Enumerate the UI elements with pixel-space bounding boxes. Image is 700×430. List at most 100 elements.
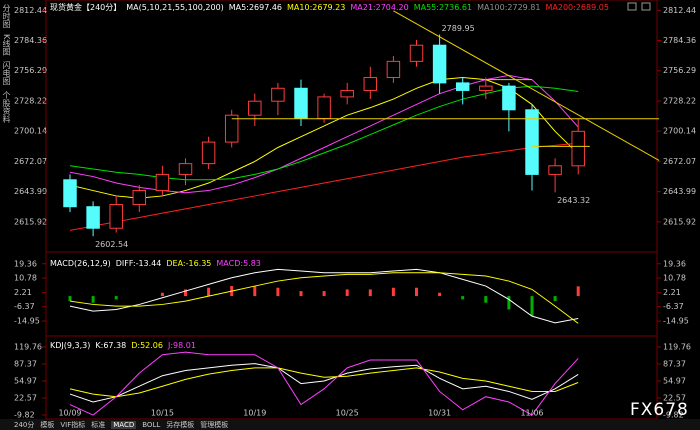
toolbar-button[interactable]: 标准 [91, 420, 106, 429]
candle-body [317, 96, 331, 119]
y-tick-label: 2784.36 [663, 36, 696, 45]
indicator-line [69, 85, 579, 181]
y-tick-label: 22.57 [14, 393, 37, 402]
candle-body [271, 87, 285, 102]
indicator-header: KDJ(9,3,3) K:67.38 D:52.06 J:98.01 [50, 341, 196, 350]
candle-body [548, 165, 562, 175]
x-tick-label: 10/31 [428, 409, 451, 418]
y-tick-label: 19.36 [663, 259, 686, 268]
side-tab[interactable]: 个股资料 [2, 91, 11, 124]
y-tick-label: -6.37 [663, 302, 684, 311]
y-tick-label: 2700.14 [663, 127, 696, 136]
readout: DEA:-16.35 [166, 259, 211, 268]
indicator-line [69, 367, 579, 398]
readout: MACD(26,12,9) [50, 259, 111, 268]
y-tick-label: -6.37 [14, 302, 35, 311]
y-tick-label: 119.76 [14, 342, 42, 351]
logo: FX678 [630, 400, 689, 420]
x-tick-label: 10/15 [151, 409, 174, 418]
readout: KDJ(9,3,3) [50, 341, 90, 350]
x-tick-label: 10/19 [243, 409, 266, 418]
readout: D:52.06 [131, 341, 163, 350]
candle-body [479, 85, 493, 91]
toolbar-button[interactable]: BOLL [142, 420, 161, 429]
y-tick-label: 2.21 [663, 288, 681, 297]
toolbar-button[interactable]: 240分 [14, 420, 35, 429]
toolbar-button[interactable]: 管理模板 [200, 420, 229, 429]
x-tick-label: 10/25 [336, 409, 359, 418]
indicator-line [69, 363, 579, 403]
y-tick-label: 2756.29 [14, 66, 47, 75]
x-tick-label: 11/06 [520, 409, 543, 418]
toolbar-button[interactable]: MACD [111, 420, 137, 429]
y-tick-label: 2672.07 [663, 157, 696, 166]
y-tick-label: -9.82 [663, 410, 684, 419]
toolbar: 240分 模板 VIF指标 标准 MACD BOLL 另存模板 管理模板 [0, 419, 700, 430]
y-tick-label: 19.36 [14, 259, 37, 268]
extreme-label: 2789.95 [442, 24, 475, 33]
indicator-line [69, 272, 579, 324]
y-tick-label: 54.97 [14, 376, 37, 385]
candle-body [63, 179, 77, 208]
y-tick-label: 2728.22 [663, 96, 696, 105]
side-tabs: 分时图 K线图闪电图个股资料 [0, 0, 12, 123]
y-tick-label: 2672.07 [14, 157, 47, 166]
candle-body [502, 85, 516, 111]
indicator-header: 现货黄金【240分】 MA(5,10,21,55,100,200) MA5:2697… [50, 2, 609, 12]
readout: MA5:2697.46 [229, 3, 282, 12]
candle-body [178, 163, 193, 175]
candle-body [432, 44, 447, 84]
readout: MACD:5.83 [216, 259, 261, 268]
indicator-line [69, 351, 579, 416]
side-tab[interactable]: K线图 [2, 34, 11, 56]
y-tick-label: 87.37 [14, 359, 37, 368]
toolbar-button[interactable]: 模板 [40, 420, 55, 429]
readout: J:98.01 [167, 341, 196, 350]
y-tick-label: 2643.99 [663, 187, 696, 196]
candle-body [386, 60, 401, 79]
y-tick-label: 2.21 [14, 288, 32, 297]
y-tick-label: 22.57 [663, 393, 686, 402]
readout: MA100:2729.81 [477, 3, 540, 12]
candle-body [155, 173, 170, 192]
x-tick-label: 10/09 [58, 409, 81, 418]
frame [45, 0, 658, 420]
window-icon[interactable] [641, 2, 651, 11]
y-tick-label: 2784.36 [14, 36, 47, 45]
toolbar-button[interactable]: 另存模板 [166, 420, 195, 429]
y-tick-label: 2756.29 [663, 66, 696, 75]
y-tick-label: 2615.92 [14, 217, 47, 226]
candle-body [86, 206, 100, 229]
toolbar-button[interactable]: VIF指标 [60, 420, 86, 429]
readout: MA55:2736.61 [414, 3, 472, 12]
y-tick-label: 2812.44 [663, 6, 696, 15]
readout: DIFF:-13.44 [116, 259, 162, 268]
candle-body [409, 44, 424, 62]
y-tick-label: 54.97 [663, 376, 686, 385]
readout: MA21:2704.20 [350, 3, 408, 12]
candle-body [201, 141, 216, 165]
window-icon[interactable] [627, 2, 637, 11]
candle-body [571, 130, 585, 167]
extreme-label: 2643.32 [557, 196, 590, 205]
y-tick-label: 2728.22 [14, 96, 47, 105]
readout: MA10:2679.23 [287, 3, 345, 12]
side-tab[interactable]: 分时图 [2, 4, 11, 28]
y-tick-label: 10.78 [14, 274, 37, 283]
trend-line [393, 10, 660, 161]
y-tick-label: -9.82 [14, 410, 35, 419]
indicator-line [69, 77, 579, 199]
y-tick-label: -14.95 [14, 317, 40, 326]
readout: MA(5,10,21,55,100,200) [126, 3, 224, 12]
y-tick-label: 10.78 [663, 274, 686, 283]
side-tab[interactable]: 闪电图 [2, 61, 11, 86]
y-tick-label: 87.37 [663, 359, 686, 368]
candle-body [224, 114, 239, 143]
y-tick-label: -14.95 [663, 317, 689, 326]
y-tick-label: 119.76 [663, 342, 691, 351]
indicator-line [69, 74, 579, 194]
indicator-line [69, 142, 579, 231]
extreme-label: 2602.54 [95, 240, 128, 249]
